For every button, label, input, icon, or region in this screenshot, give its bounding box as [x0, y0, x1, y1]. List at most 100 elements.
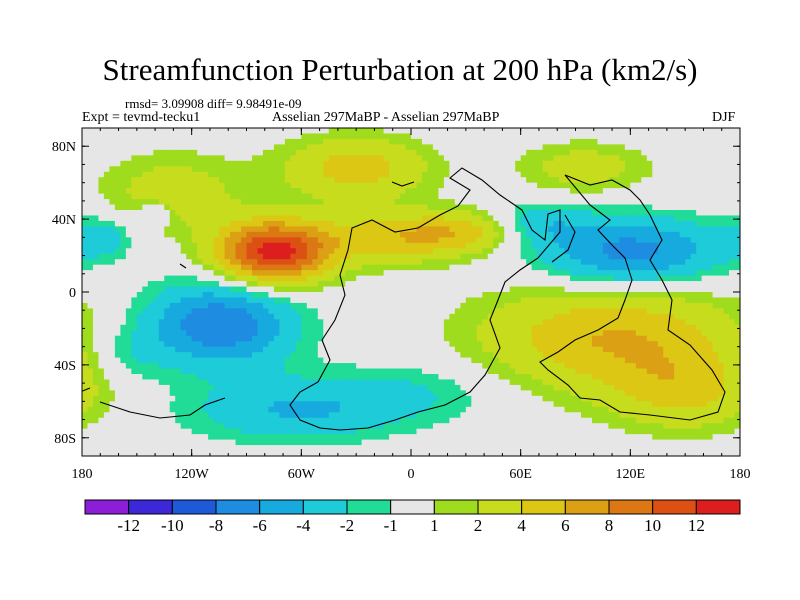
field-cell [707, 133, 714, 140]
field-cell [548, 155, 555, 162]
field-cell [652, 193, 659, 200]
field-cell [219, 313, 226, 320]
field-cell [591, 341, 599, 348]
field-cell [509, 242, 516, 249]
field-cell [454, 352, 461, 359]
field-cell [685, 160, 692, 167]
field-cell [416, 302, 423, 309]
field-cell [136, 275, 143, 282]
field-cell [427, 199, 434, 206]
field-cell [476, 149, 483, 156]
field-cell [312, 253, 319, 260]
field-cell [559, 237, 566, 244]
field-cell [498, 270, 505, 277]
field-cell [328, 204, 335, 211]
field-cell [668, 220, 675, 227]
field-cell [690, 193, 697, 200]
field-cell [416, 281, 423, 288]
field-cell [142, 275, 149, 282]
field-cell [712, 160, 719, 167]
field-cell [586, 346, 593, 353]
field-cell [564, 160, 571, 167]
field-cell [158, 248, 165, 255]
field-cell [509, 259, 516, 266]
field-cell [619, 160, 626, 167]
field-cell [416, 308, 423, 315]
field-cell [251, 226, 259, 233]
field-cell [147, 199, 154, 206]
field-cell [668, 292, 675, 299]
field-cell [674, 193, 681, 200]
field-cell [421, 313, 429, 320]
field-cell [186, 313, 193, 320]
field-cell [471, 286, 478, 293]
field-cell [602, 297, 609, 304]
field-cell [301, 215, 308, 222]
field-cell [465, 302, 472, 309]
field-cell [273, 133, 280, 140]
field-cell [328, 199, 335, 206]
field-cell [580, 308, 588, 315]
field-cell [279, 155, 286, 162]
field-cell [723, 248, 730, 255]
field-cell [378, 341, 385, 348]
field-cell [312, 341, 319, 348]
field-cell [131, 138, 138, 145]
field-cell [679, 319, 686, 326]
field-cell [515, 286, 522, 293]
field-cell [597, 275, 604, 282]
field-cell [383, 346, 390, 353]
field-cell [197, 352, 204, 359]
field-cell [690, 182, 697, 189]
field-cell [312, 237, 319, 244]
field-cell [262, 270, 270, 277]
field-cell [219, 188, 226, 195]
field-cell [383, 330, 390, 337]
field-cell [284, 177, 291, 184]
field-cell [482, 308, 489, 315]
field-cell [345, 248, 352, 255]
field-cell [564, 253, 571, 260]
field-cell [613, 313, 620, 320]
field-cell [509, 341, 516, 348]
field-cell [602, 259, 609, 266]
field-cell [674, 324, 681, 331]
field-cell [591, 231, 599, 238]
field-cell [580, 346, 588, 353]
field-cell [208, 346, 215, 353]
field-cell [125, 171, 132, 178]
field-cell [427, 237, 434, 244]
field-cell [251, 237, 259, 244]
field-cell [202, 242, 209, 249]
field-cell [515, 226, 522, 233]
field-cell [432, 302, 440, 309]
field-cell [586, 313, 593, 320]
field-cell [734, 275, 740, 282]
field-cell [328, 242, 335, 249]
field-cell [268, 341, 275, 348]
field-cell [290, 259, 297, 266]
field-cell [411, 264, 418, 271]
field-cell [718, 166, 725, 173]
field-cell [504, 281, 511, 288]
field-cell [405, 182, 412, 189]
field-cell [526, 133, 533, 140]
field-cell [493, 160, 500, 167]
field-cell [482, 319, 489, 326]
field-cell [476, 286, 483, 293]
field-cell [262, 297, 270, 304]
field-cell [438, 270, 445, 277]
field-cell [312, 242, 319, 249]
field-cell [553, 242, 560, 249]
field-cell [323, 313, 330, 320]
field-cell [487, 171, 494, 178]
field-cell [460, 204, 467, 211]
field-cell [657, 182, 664, 189]
field-cell [707, 188, 714, 195]
field-cell [443, 242, 450, 249]
field-cell [559, 330, 566, 337]
field-cell [454, 275, 461, 282]
field-cell [624, 242, 631, 249]
field-cell [432, 188, 440, 195]
field-cell [394, 204, 401, 211]
